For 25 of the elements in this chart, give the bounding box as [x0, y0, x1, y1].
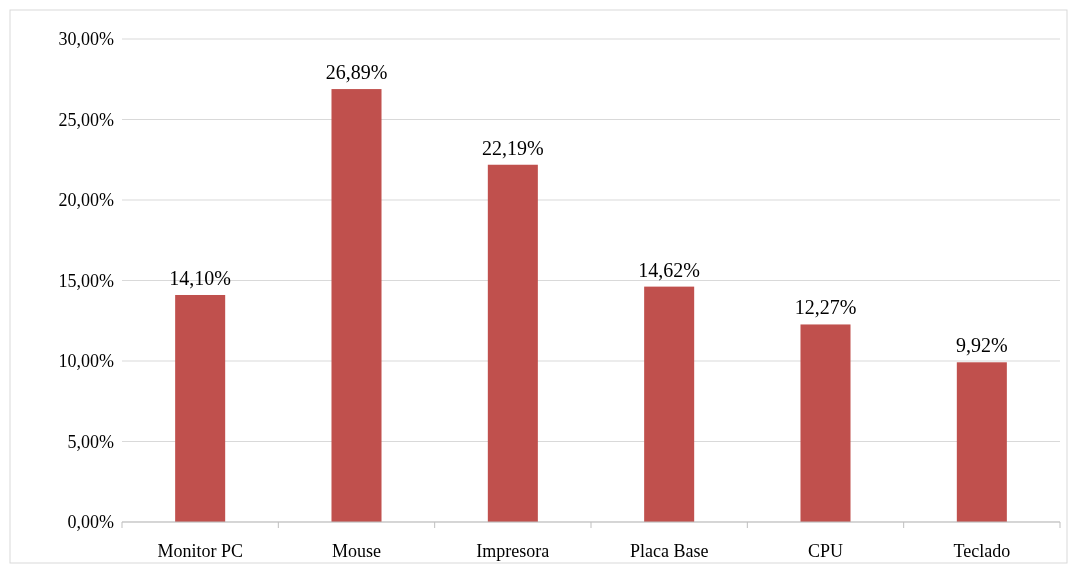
x-tick-label: Teclado	[953, 541, 1011, 561]
bar	[175, 294, 226, 522]
y-tick-label: 0,00%	[67, 512, 114, 533]
bar	[487, 164, 538, 522]
x-tick-label: CPU	[807, 541, 844, 561]
y-tick-label: 5,00%	[67, 431, 114, 452]
bar	[331, 89, 382, 522]
bar	[800, 324, 851, 522]
x-tick-label: Placa Base	[629, 541, 709, 561]
data-label: 26,89%	[325, 61, 388, 84]
x-tick-label: Mouse	[332, 541, 382, 561]
data-label: 14,62%	[638, 258, 700, 281]
y-tick-label: 10,00%	[58, 351, 114, 372]
y-tick-label: 15,00%	[58, 270, 114, 291]
y-tick-label: 20,00%	[58, 190, 114, 211]
y-tick-label: 25,00%	[58, 109, 114, 130]
data-label: 12,27%	[794, 296, 857, 319]
data-label: 9,92%	[956, 334, 1008, 357]
x-tick-label: Monitor PC	[157, 541, 243, 561]
y-tick-label: 30,00%	[58, 29, 114, 50]
bar	[644, 286, 695, 522]
data-label: 22,19%	[482, 136, 544, 159]
data-label: 14,10%	[169, 266, 231, 289]
x-tick-label: Impresora	[476, 541, 550, 561]
bar	[956, 362, 1007, 522]
